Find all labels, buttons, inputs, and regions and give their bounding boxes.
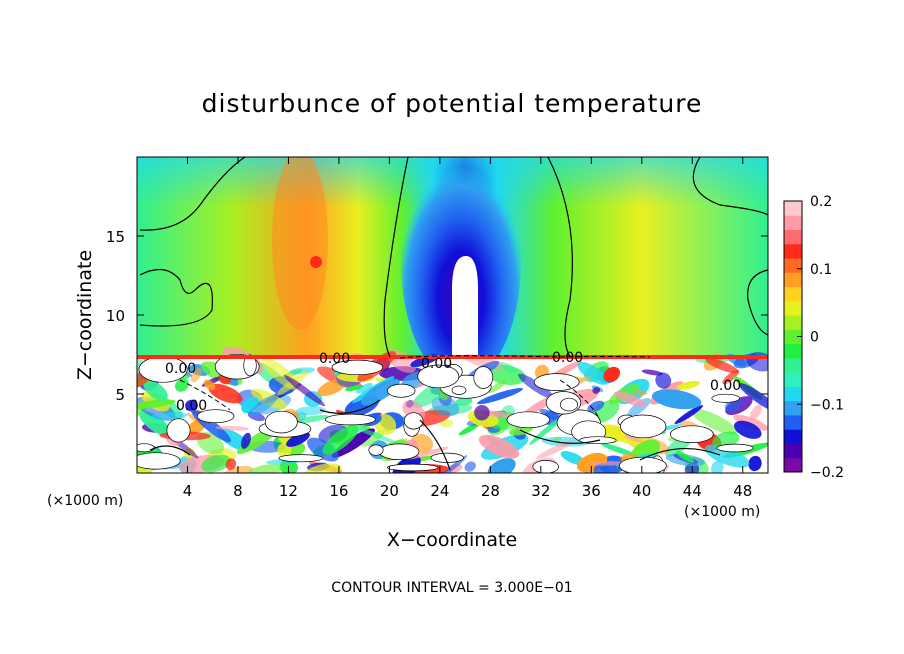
- contour-label: 0.00: [710, 378, 741, 394]
- contour-label: 0.00: [552, 350, 583, 366]
- contour-label: 0.00: [421, 356, 452, 372]
- colorbar-tick-label: 0.1: [810, 262, 832, 278]
- y-tick-label: 5: [115, 386, 125, 404]
- colorbar-swatch: [784, 201, 802, 216]
- contour-label: 0.00: [176, 398, 207, 414]
- colorbar-swatch: [784, 372, 802, 387]
- colorbar-swatch: [784, 343, 802, 359]
- colorbar-swatch: [784, 443, 802, 459]
- x-tick-label: 16: [329, 482, 348, 500]
- colorbar-swatch: [784, 400, 802, 416]
- x-tick-label: 12: [279, 482, 298, 500]
- colorbar-swatch: [784, 386, 802, 402]
- colorbar-swatch: [784, 300, 802, 316]
- y-axis-title: Z−coordinate: [74, 250, 96, 380]
- colorbar-tick-label: −0.2: [810, 465, 844, 481]
- colorbar-swatch: [784, 329, 802, 345]
- contour-interval: CONTOUR INTERVAL = 3.000E−01: [331, 580, 572, 596]
- x-tick-label: 32: [531, 482, 550, 500]
- x-tick-label: 48: [733, 482, 752, 500]
- colorbar-swatch: [784, 272, 802, 288]
- colorbar-tick-label: 0.2: [810, 194, 832, 210]
- y-tick-label: 10: [106, 307, 125, 325]
- x-axis-title: X−coordinate: [387, 529, 517, 551]
- colorbar: 0.2 0.1 0 −0.1 −0.2: [783, 194, 844, 481]
- chart-title: disturbunce of potential temperature: [202, 89, 703, 118]
- x-tick-label: 8: [233, 482, 243, 500]
- colorbar-swatch: [784, 215, 802, 231]
- contour-lines: [139, 157, 768, 471]
- heatmap-field: [137, 157, 768, 473]
- x-unit-right: (×1000 m): [684, 504, 760, 520]
- colorbar-swatch: [784, 429, 802, 444]
- x-tick-label: 28: [481, 482, 500, 500]
- colorbar-tick-label: −0.1: [810, 397, 844, 413]
- colorbar-swatch: [784, 357, 802, 373]
- contour-dashed: [179, 355, 651, 421]
- x-tick-label: 36: [582, 482, 601, 500]
- colorbar-swatch: [784, 414, 802, 430]
- contour-label: 0.00: [165, 361, 196, 377]
- x-tick-label: 24: [430, 482, 449, 500]
- colorbar-swatch: [784, 258, 802, 273]
- x-tick-label: 44: [683, 482, 702, 500]
- y-tick-label: 15: [106, 228, 125, 246]
- colorbar-swatch: [784, 457, 802, 473]
- x-axis: 4 8 12 16 20 24 28 32 36 40 44 48: [183, 157, 752, 500]
- colorbar-swatch: [784, 286, 802, 302]
- x-tick-label: 4: [183, 482, 193, 500]
- turbulence-blobs: [137, 346, 768, 473]
- y-axis: 5 10 15: [106, 228, 768, 404]
- x-unit-left: (×1000 m): [47, 493, 123, 509]
- x-tick-label: 20: [380, 482, 399, 500]
- contour-label: 0.00: [319, 351, 350, 367]
- x-tick-label: 40: [632, 482, 651, 500]
- colorbar-tick-label: 0: [810, 330, 819, 346]
- colorbar-swatch: [784, 243, 802, 259]
- colorbar-swatch: [784, 229, 802, 245]
- colorbar-swatch: [784, 315, 802, 330]
